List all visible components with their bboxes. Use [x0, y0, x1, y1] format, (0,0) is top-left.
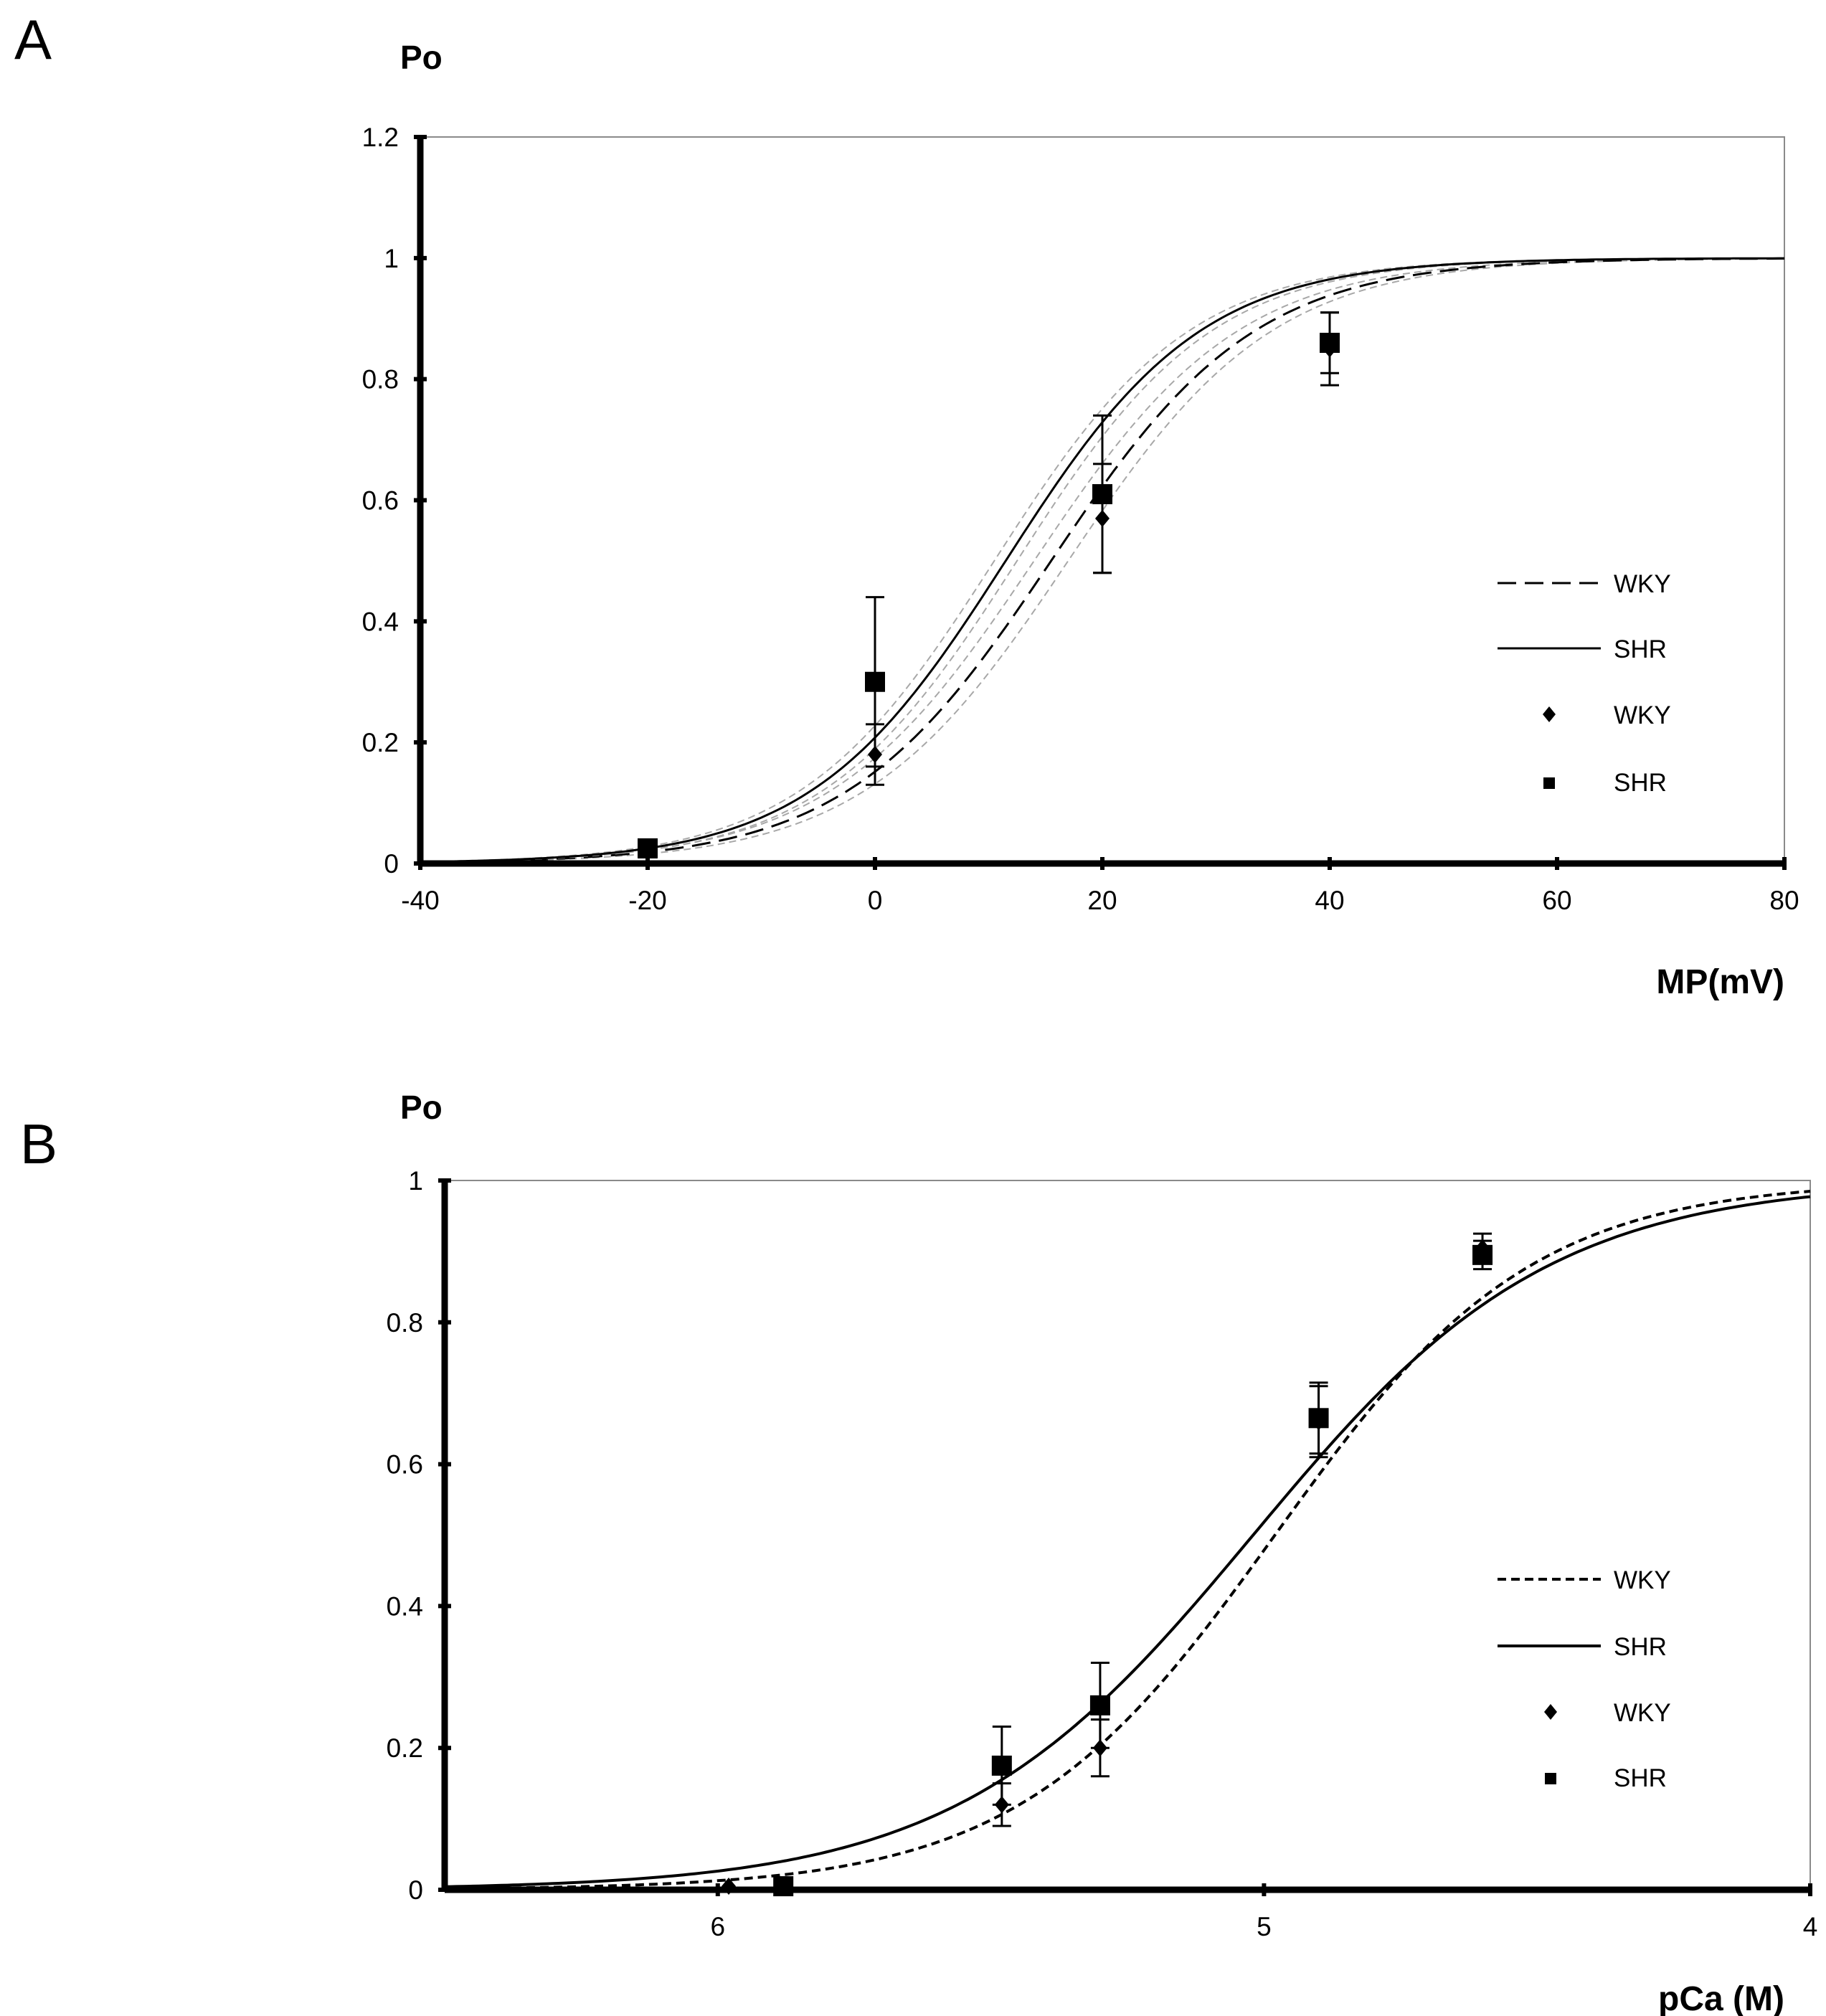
panel-b-legend-wky-line-label: WKY	[1614, 1566, 1671, 1594]
panel-b-legend-shr-marker	[1545, 1773, 1556, 1784]
panel-b-data-points	[722, 1232, 1493, 1897]
fit-curve-shr	[444, 1195, 1811, 1888]
panel-a-legend-wky-line-label: WKY	[1614, 570, 1671, 598]
x-tick-label: 0	[868, 886, 883, 915]
panel-a-legend-wky-marker	[1543, 706, 1556, 722]
x-tick-label: 60	[1542, 886, 1571, 915]
panel-b-ticks: 6 5 4 0 0.2 0.4 0.6 0.8 1	[387, 1166, 1818, 1941]
x-tick-label: 4	[1803, 1912, 1818, 1941]
data-point-shr	[1092, 484, 1112, 505]
data-point-shr	[638, 838, 658, 858]
panel-b-legend-wky-marker-label: WKY	[1614, 1699, 1671, 1727]
panel-a-legend-shr-marker	[1543, 777, 1555, 789]
panel-a-y-axis-label: Po	[400, 39, 443, 76]
y-tick-label: 0.8	[387, 1308, 423, 1338]
y-tick-label: 0.2	[362, 728, 399, 757]
y-tick-label: 0	[408, 1875, 423, 1905]
panel-b-x-axis-label: pCa (M)	[1658, 1980, 1784, 2016]
y-tick-label: 1	[384, 244, 399, 273]
x-tick-label: 80	[1769, 886, 1799, 915]
y-tick-label: 0	[384, 849, 399, 879]
panel-b: B Po pCa (M) 6 5 4 0 0.2 0.4 0.6 0.8 1 WKY SHR W…	[20, 1089, 1817, 2016]
x-tick-label: 6	[711, 1912, 726, 1941]
panel-b-legend: WKY SHR WKY SHR	[1498, 1566, 1671, 1792]
panel-a-legend-wky-marker-label: WKY	[1614, 701, 1671, 729]
y-tick-label: 0.4	[362, 607, 399, 636]
data-point-shr	[1089, 1695, 1110, 1716]
panel-b-y-axis-label: Po	[400, 1089, 443, 1126]
x-tick-label: -40	[401, 886, 439, 915]
panel-a-legend-shr-line-label: SHR	[1614, 635, 1667, 663]
panel-a-data-points	[638, 311, 1340, 861]
y-tick-label: 1	[408, 1166, 423, 1196]
data-point-shr	[991, 1755, 1012, 1776]
panel-b-plot-frame	[444, 1180, 1811, 1890]
panel-a-x-axis-label: MP(mV)	[1656, 963, 1784, 1001]
y-tick-label: 0.2	[387, 1733, 423, 1763]
x-tick-label: 40	[1315, 886, 1344, 915]
x-tick-label: -20	[628, 886, 666, 915]
y-tick-label: 0.6	[362, 486, 399, 516]
data-point-shr	[1472, 1244, 1493, 1265]
panel-a-ticks: -40 -20 0 20 40 60 80 0 0.2 0.4 0.6 0.8 1 1.2	[362, 123, 1799, 915]
panel-b-fit-curves	[444, 1190, 1811, 1890]
data-point-shr	[1308, 1408, 1329, 1429]
panel-a: A Po MP(mV) -40 -20 0 20 40 60 80 0 0.2 0.4 0.6 0.8…	[14, 8, 1799, 1001]
y-tick-label: 0.4	[387, 1591, 423, 1621]
panel-b-legend-shr-line-label: SHR	[1614, 1633, 1667, 1661]
data-point-shr	[1320, 333, 1340, 354]
y-tick-label: 1.2	[362, 123, 399, 152]
y-tick-label: 0.8	[362, 365, 399, 394]
panel-a-letter: A	[14, 8, 52, 71]
panel-a-legend: WKY SHR WKY SHR	[1498, 570, 1671, 797]
panel-b-letter: B	[20, 1112, 57, 1175]
data-point-shr	[865, 671, 885, 692]
data-point-shr	[773, 1876, 794, 1897]
x-tick-label: 20	[1087, 886, 1117, 915]
panel-b-legend-shr-marker-label: SHR	[1614, 1764, 1667, 1792]
panel-a-legend-shr-marker-label: SHR	[1614, 769, 1667, 797]
y-tick-label: 0.6	[387, 1450, 423, 1480]
x-tick-label: 5	[1257, 1912, 1272, 1941]
panel-b-legend-wky-marker	[1544, 1704, 1557, 1720]
fit-curve-wky	[444, 1190, 1811, 1890]
